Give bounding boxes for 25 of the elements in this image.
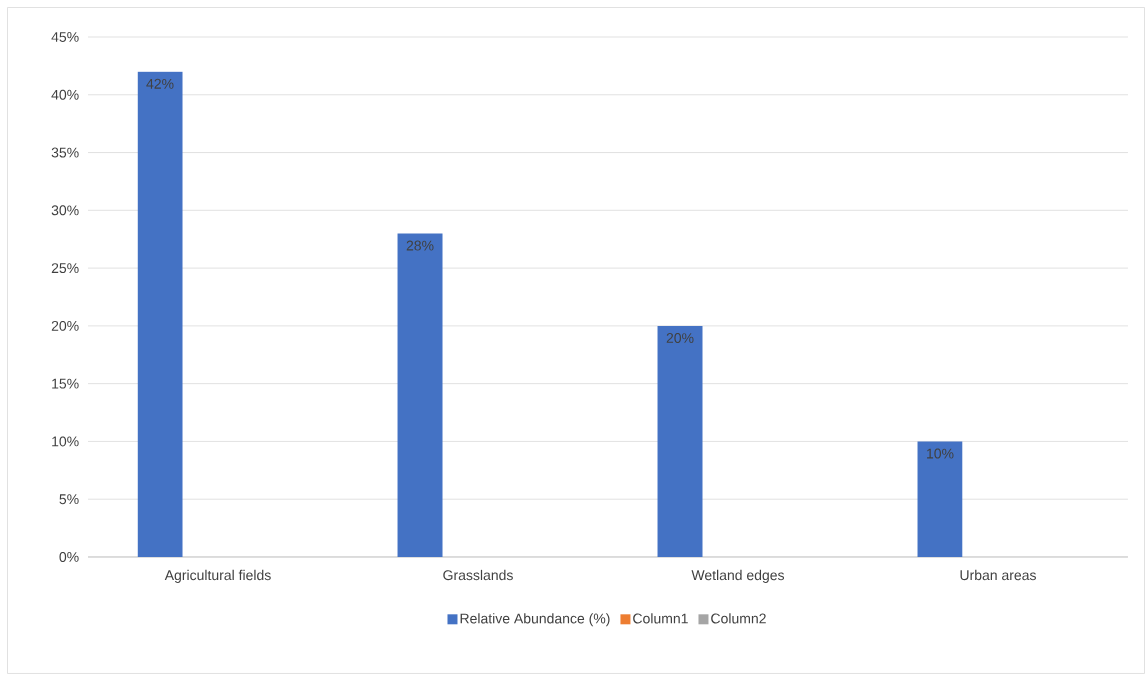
data-label: 42%: [146, 78, 174, 89]
bar: [917, 441, 963, 557]
y-tick-label: 10%: [52, 436, 79, 447]
legend-label: Relative Abundance (%): [460, 613, 610, 627]
data-label: 20%: [666, 333, 694, 343]
bar: [397, 233, 443, 557]
y-tick-label: 0%: [59, 552, 79, 562]
y-tick-label: 15%: [52, 378, 79, 389]
y-tick-label: 5%: [59, 494, 79, 505]
data-label: 10%: [927, 448, 954, 459]
x-tick-label: Grasslands: [443, 569, 513, 581]
legend-label: Column1: [633, 613, 688, 624]
bar: [137, 71, 183, 557]
y-tick-label: 35%: [51, 147, 79, 158]
x-tick-label: Agricultural fields: [164, 569, 271, 583]
data-label: 28%: [406, 240, 434, 251]
x-tick-label: Wetland edges: [691, 569, 785, 583]
y-tick-label: 40%: [51, 89, 79, 100]
y-tick-label: 25%: [51, 263, 79, 274]
legend-label: Column2: [711, 613, 766, 624]
y-tick-label: 30%: [51, 205, 79, 216]
x-tick-label: Urban areas: [960, 569, 1036, 581]
bar: [657, 325, 703, 557]
y-tick-label: 45%: [51, 32, 79, 42]
y-tick-label: 20%: [51, 320, 79, 331]
